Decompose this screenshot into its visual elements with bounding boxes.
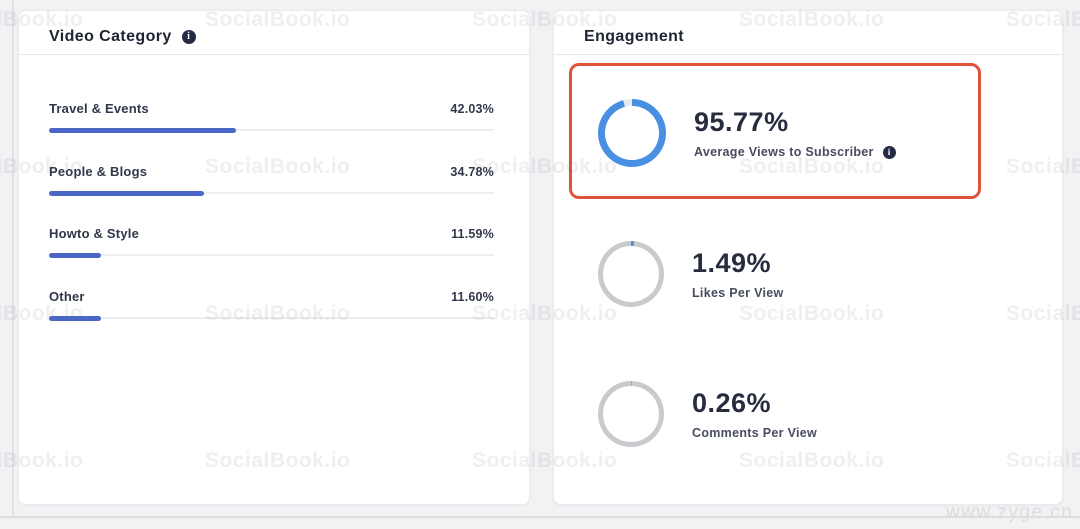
bar-fill: [49, 252, 101, 258]
category-label: Other: [49, 289, 85, 304]
engagement-title: Engagement: [584, 28, 685, 45]
donut-gauge: [598, 381, 664, 447]
engagement-card: Engagement 95.77% Average Views to Subsc…: [553, 10, 1063, 505]
category-label: Howto & Style: [49, 226, 139, 241]
bar-track: [49, 190, 494, 196]
engagement-label: Likes Per View: [692, 286, 784, 300]
engagement-item: 1.49% Likes Per View: [598, 241, 784, 307]
engagement-item: 0.26% Comments Per View: [598, 381, 817, 447]
bar-track: [49, 127, 494, 133]
engagement-label: Average Views to Subscriber i: [694, 145, 896, 159]
engagement-value: 1.49%: [692, 248, 772, 278]
category-row: Other 11.60%: [49, 289, 494, 321]
video-category-card: Video Category i Travel & Events 42.03% …: [18, 10, 530, 505]
frame-bottom-border: [0, 516, 1080, 518]
divider: [554, 54, 1062, 55]
engagement-value: 95.77%: [694, 107, 789, 137]
category-row: Travel & Events 42.03%: [49, 101, 494, 133]
bar-fill: [49, 127, 237, 133]
bar-fill: [49, 315, 101, 321]
category-value: 11.60%: [451, 290, 494, 304]
engagement-title-row: Engagement: [584, 28, 684, 46]
bar-fill: [49, 190, 204, 196]
highlight-callout-box: [569, 63, 981, 199]
engagement-label: Comments Per View: [692, 426, 818, 440]
info-icon[interactable]: i: [882, 145, 896, 159]
category-label: Travel & Events: [49, 101, 149, 116]
video-category-title: Video Category: [49, 28, 172, 45]
frame-left-border: [12, 0, 14, 517]
donut-gauge: [598, 241, 664, 307]
category-row: People & Blogs 34.78%: [49, 164, 494, 196]
category-value: 42.03%: [450, 102, 494, 116]
bar-track: [49, 252, 494, 258]
engagement-item: 95.77% Average Views to Subscriber i: [598, 99, 896, 167]
url-caption: www.zyge.cn: [946, 502, 1074, 523]
divider: [19, 54, 529, 55]
category-value: 34.78%: [450, 165, 494, 179]
category-row: Howto & Style 11.59%: [49, 226, 494, 258]
category-label: People & Blogs: [49, 164, 148, 179]
engagement-value: 0.26%: [692, 388, 772, 418]
category-value: 11.59%: [451, 227, 494, 241]
bar-track: [49, 315, 494, 321]
info-icon[interactable]: i: [181, 30, 196, 44]
video-category-title-row: Video Category i: [49, 28, 196, 46]
donut-gauge: [598, 99, 666, 167]
